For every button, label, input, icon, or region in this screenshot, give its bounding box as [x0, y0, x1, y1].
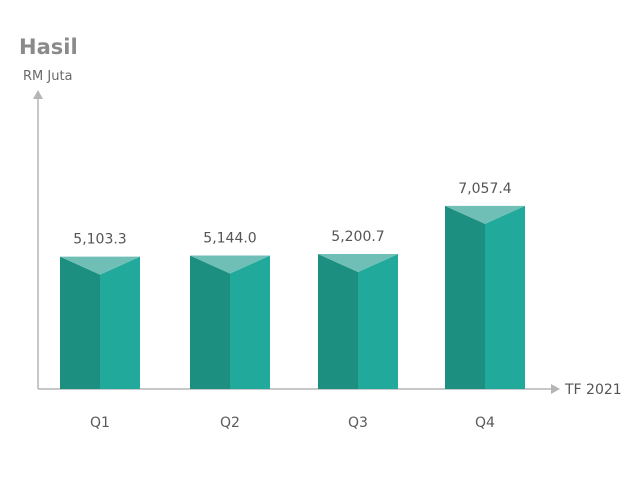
bar-face-right	[485, 205, 525, 389]
bar-face-right	[358, 254, 398, 389]
x-tick-label: Q4	[475, 415, 495, 431]
bar-q4: 7,057.4 Q4	[445, 181, 525, 431]
bar-top	[60, 256, 140, 275]
bar-face-left	[60, 256, 100, 389]
value-label: 5,103.3	[73, 232, 126, 248]
bar-q2: 5,144.0 Q2	[190, 231, 270, 431]
x-axis-label: TF 2021	[564, 382, 622, 398]
bar-face-left	[318, 254, 358, 389]
y-axis-arrow-icon	[33, 90, 43, 99]
x-tick-label: Q2	[220, 415, 240, 431]
bar-q3: 5,200.7 Q3	[318, 229, 398, 431]
value-label: 7,057.4	[458, 181, 512, 197]
bar-face-left	[445, 205, 485, 389]
bar-q1: 5,103.3 Q1	[60, 232, 140, 431]
y-axis	[33, 90, 43, 389]
x-tick-label: Q3	[348, 415, 368, 431]
value-label: 5,200.7	[331, 229, 384, 245]
bar-face-right	[230, 255, 270, 389]
bars: 5,103.3 Q1 5,144.0 Q2 5,200.7 Q3 7,057.4 Q4	[60, 181, 525, 431]
bar-face-left	[190, 255, 230, 389]
bar-face-right	[100, 256, 140, 389]
y-axis-label: RM Juta	[23, 69, 73, 84]
chart-title: Hasil	[19, 35, 78, 59]
bar-top	[190, 255, 270, 274]
bar-top	[445, 205, 525, 224]
x-axis-arrow-icon	[551, 384, 560, 394]
bar-top	[318, 254, 398, 273]
x-tick-label: Q1	[90, 415, 110, 431]
value-label: 5,144.0	[203, 231, 256, 247]
